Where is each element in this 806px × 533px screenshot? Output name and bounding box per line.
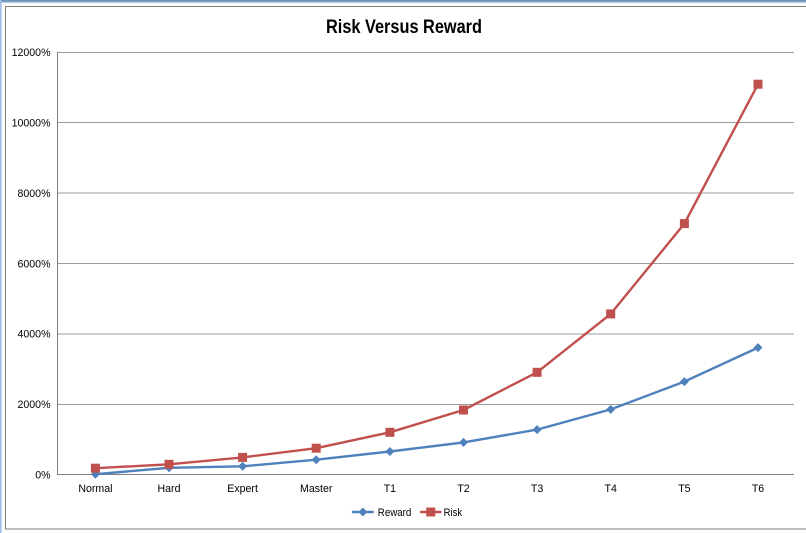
- svg-text:Master: Master: [300, 483, 333, 495]
- svg-text:Risk Versus Reward: Risk Versus Reward: [326, 17, 482, 38]
- svg-text:Hard: Hard: [158, 483, 181, 495]
- svg-text:0%: 0%: [35, 470, 51, 482]
- svg-text:4000%: 4000%: [18, 329, 52, 341]
- svg-text:6000%: 6000%: [18, 258, 52, 270]
- svg-text:T4: T4: [605, 483, 617, 495]
- svg-text:Expert: Expert: [227, 483, 258, 495]
- svg-text:T1: T1: [384, 483, 396, 495]
- svg-text:Normal: Normal: [78, 483, 112, 495]
- svg-text:12000%: 12000%: [12, 47, 51, 59]
- svg-text:T5: T5: [678, 483, 690, 495]
- svg-text:T3: T3: [531, 483, 543, 495]
- svg-text:T6: T6: [752, 483, 764, 495]
- svg-text:10000%: 10000%: [12, 117, 51, 129]
- svg-text:Risk: Risk: [444, 507, 463, 519]
- svg-text:8000%: 8000%: [18, 188, 52, 200]
- svg-text:Reward: Reward: [378, 507, 412, 519]
- svg-text:T2: T2: [457, 483, 469, 495]
- svg-text:2000%: 2000%: [18, 399, 52, 411]
